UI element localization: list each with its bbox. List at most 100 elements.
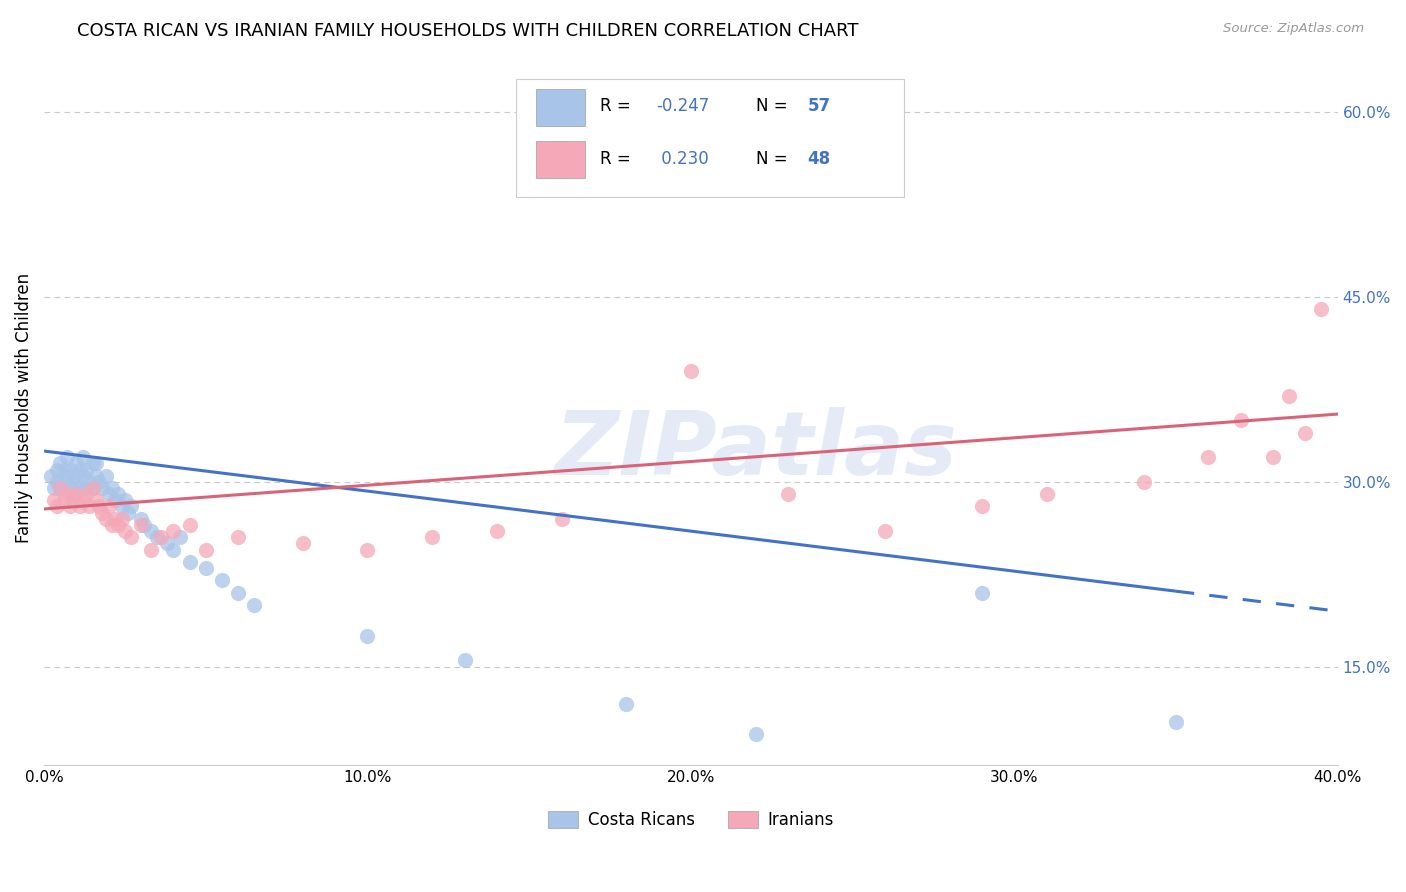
- Point: [46, 500, 69, 514]
- Point: [75, 487, 97, 501]
- Point: [1035, 487, 1057, 501]
- Point: [156, 536, 179, 550]
- Text: R =: R =: [600, 150, 637, 169]
- Point: [104, 512, 127, 526]
- Point: [65, 487, 87, 501]
- Point: [72, 493, 94, 508]
- Point: [65, 456, 87, 470]
- Point: [52, 462, 75, 476]
- Point: [94, 512, 117, 526]
- Point: [75, 462, 97, 476]
- Point: [84, 468, 107, 483]
- Point: [107, 487, 129, 501]
- Point: [91, 481, 114, 495]
- Point: [62, 468, 84, 483]
- Point: [49, 481, 72, 495]
- Point: [59, 462, 82, 476]
- Point: [101, 518, 124, 533]
- Point: [679, 364, 702, 378]
- Point: [75, 481, 97, 495]
- Point: [42, 493, 65, 508]
- Point: [84, 456, 107, 470]
- Point: [87, 500, 110, 514]
- Point: [179, 518, 201, 533]
- FancyBboxPatch shape: [516, 79, 904, 197]
- Point: [111, 500, 134, 514]
- Point: [129, 512, 152, 526]
- Point: [194, 561, 217, 575]
- Point: [49, 456, 72, 470]
- Point: [1310, 302, 1333, 317]
- Point: [79, 475, 101, 489]
- Text: N =: N =: [755, 150, 793, 169]
- Point: [82, 456, 104, 470]
- Point: [39, 468, 62, 483]
- Point: [46, 462, 69, 476]
- Point: [614, 697, 637, 711]
- Point: [52, 493, 75, 508]
- Point: [873, 524, 896, 538]
- Point: [162, 542, 184, 557]
- FancyBboxPatch shape: [536, 141, 585, 178]
- FancyBboxPatch shape: [536, 88, 585, 126]
- Point: [94, 468, 117, 483]
- Text: N =: N =: [755, 97, 793, 115]
- Point: [226, 585, 249, 599]
- Point: [111, 512, 134, 526]
- Point: [84, 493, 107, 508]
- Point: [69, 500, 91, 514]
- Point: [65, 475, 87, 489]
- Point: [104, 493, 127, 508]
- Point: [59, 500, 82, 514]
- Point: [139, 524, 162, 538]
- Point: [62, 487, 84, 501]
- Point: [550, 512, 572, 526]
- Point: [46, 475, 69, 489]
- Point: [139, 542, 162, 557]
- Point: [107, 518, 129, 533]
- Point: [55, 468, 77, 483]
- Point: [356, 629, 378, 643]
- Point: [1132, 475, 1154, 489]
- Point: [776, 487, 799, 501]
- Point: [52, 475, 75, 489]
- Point: [114, 524, 136, 538]
- Point: [120, 500, 142, 514]
- Point: [55, 487, 77, 501]
- Text: COSTA RICAN VS IRANIAN FAMILY HOUSEHOLDS WITH CHILDREN CORRELATION CHART: COSTA RICAN VS IRANIAN FAMILY HOUSEHOLDS…: [77, 22, 859, 40]
- Point: [1197, 450, 1219, 465]
- Point: [134, 518, 156, 533]
- Point: [87, 475, 110, 489]
- Point: [97, 487, 120, 501]
- Point: [1261, 450, 1284, 465]
- Point: [970, 585, 993, 599]
- Point: [101, 481, 124, 495]
- Text: ZIPatlas: ZIPatlas: [554, 408, 957, 494]
- Text: Source: ZipAtlas.com: Source: ZipAtlas.com: [1223, 22, 1364, 36]
- Point: [79, 500, 101, 514]
- Point: [114, 493, 136, 508]
- Point: [1278, 389, 1301, 403]
- Point: [179, 555, 201, 569]
- Point: [91, 506, 114, 520]
- Point: [744, 727, 766, 741]
- Text: 48: 48: [807, 150, 831, 169]
- Point: [211, 574, 233, 588]
- Point: [453, 653, 475, 667]
- Point: [97, 500, 120, 514]
- Point: [1294, 425, 1316, 440]
- Point: [162, 524, 184, 538]
- Point: [169, 530, 191, 544]
- Point: [420, 530, 443, 544]
- Point: [550, 142, 572, 156]
- Text: -0.247: -0.247: [657, 97, 709, 115]
- Text: 57: 57: [807, 97, 831, 115]
- Point: [82, 481, 104, 495]
- Point: [117, 506, 139, 520]
- Y-axis label: Family Households with Children: Family Households with Children: [15, 273, 32, 543]
- Point: [69, 462, 91, 476]
- Point: [120, 530, 142, 544]
- Point: [72, 468, 94, 483]
- Point: [59, 481, 82, 495]
- Point: [72, 450, 94, 465]
